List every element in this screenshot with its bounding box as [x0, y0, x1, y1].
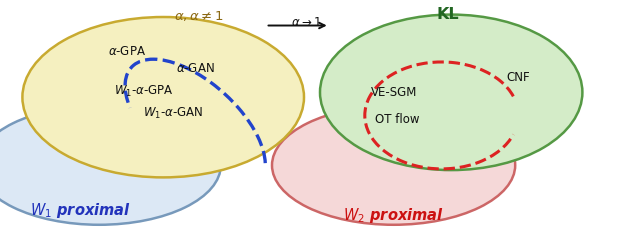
Text: $\alpha$-GAN: $\alpha$-GAN — [176, 61, 214, 75]
Ellipse shape — [272, 106, 515, 225]
Text: KL: KL — [436, 7, 460, 22]
Ellipse shape — [320, 15, 582, 170]
Text: VE-SGM: VE-SGM — [371, 86, 417, 99]
Text: CNF: CNF — [507, 71, 530, 84]
Text: $W_1$-$\alpha$-GAN: $W_1$-$\alpha$-GAN — [143, 105, 203, 121]
Text: $\alpha, \alpha \neq 1$: $\alpha, \alpha \neq 1$ — [173, 9, 223, 23]
Text: $W_1$ proximal: $W_1$ proximal — [29, 201, 131, 220]
Text: $W_2$ proximal: $W_2$ proximal — [343, 206, 444, 225]
Text: $\alpha$-GPA: $\alpha$-GPA — [108, 44, 146, 58]
Text: OT flow: OT flow — [374, 113, 419, 126]
Text: $\alpha \to 1$: $\alpha \to 1$ — [291, 16, 322, 29]
Text: $W_1$-$\alpha$-GPA: $W_1$-$\alpha$-GPA — [114, 84, 174, 99]
Ellipse shape — [0, 106, 221, 225]
Ellipse shape — [22, 17, 304, 177]
